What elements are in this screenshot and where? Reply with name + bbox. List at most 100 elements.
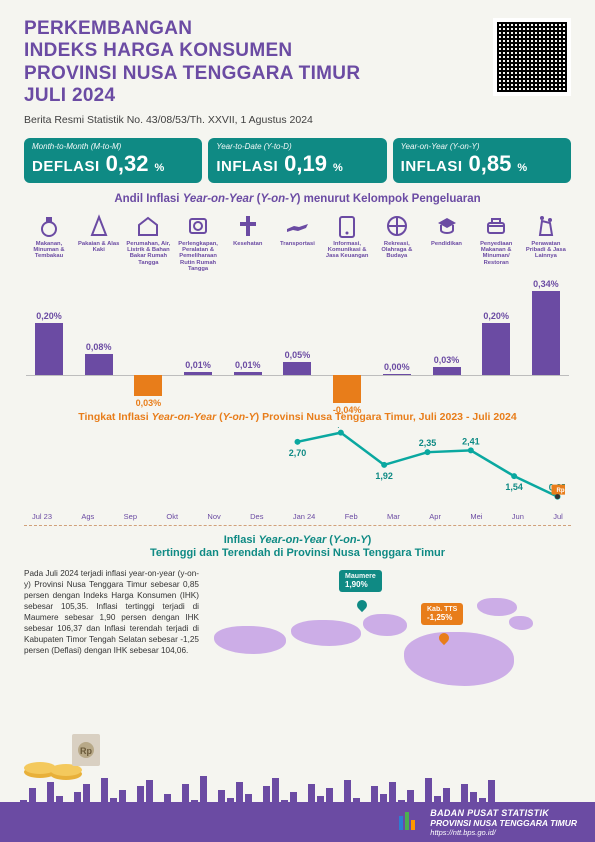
x-label: Okt	[166, 512, 178, 521]
category-label: Transportasi	[274, 241, 320, 247]
bar-slot: 0,03%	[125, 279, 171, 375]
category-icon	[483, 213, 509, 239]
footer-text: BADAN PUSAT STATISTIK PROVINSI NUSA TENG…	[430, 808, 577, 837]
category-icon	[36, 213, 62, 239]
title-block: PERKEMBANGAN INDEKS HARGA KONSUMEN PROVI…	[24, 18, 360, 126]
t: ) Provinsi Nusa Tenggara Timur, Juli 202…	[256, 411, 517, 423]
map: Maumere1,90% Kab. TTS-1,25%	[209, 568, 571, 703]
bar-value-label: 0,01%	[235, 360, 261, 370]
svg-text:1,54: 1,54	[505, 482, 523, 492]
category-icon	[235, 213, 261, 239]
bar-chart: 0,20% 0,08% 0,03% 0,01% 0,01% 0,05% -0,0…	[26, 279, 569, 407]
bar-slot: 0,03%	[424, 279, 470, 375]
map-tag-value: -1,25%	[427, 613, 452, 622]
category: Perlengkapan, Peralatan & Pemeliharaan R…	[175, 213, 221, 273]
x-label: Jun	[512, 512, 524, 521]
summary-paragraph: Pada Juli 2024 terjadi inflasi year-on-y…	[24, 568, 199, 703]
bar-value-label: 0,00%	[384, 362, 410, 372]
pill-value: 0,19	[284, 151, 327, 177]
map-tag-place: Kab. TTS	[427, 606, 457, 613]
t: )	[368, 534, 372, 546]
map-section-title: Inflasi Year-on-Year (Y-on-Y) Tertinggi …	[24, 534, 571, 560]
pill-kind: INFLASI	[216, 158, 278, 175]
x-label: Mar	[387, 512, 400, 521]
x-label: Feb	[345, 512, 358, 521]
bar-value-label: 0,03%	[136, 398, 162, 408]
subtitle: Berita Resmi Statistik No. 43/08/53/Th. …	[24, 114, 360, 126]
t: Tingkat Inflasi	[78, 411, 151, 423]
t: Year-on-Year	[259, 534, 327, 546]
line-chart: 2,703,011,922,352,411,540,85 Rp Jul 23Ag…	[30, 427, 565, 517]
x-label: Jul	[553, 512, 563, 521]
category-label: Perlengkapan, Peralatan & Pemeliharaan R…	[175, 241, 221, 273]
category: Rekreasi, Olahraga & Budaya	[374, 213, 420, 273]
stat-pill: Month-to-Month (M-to-M) DEFLASI 0,32%	[24, 138, 202, 183]
category-icon	[384, 213, 410, 239]
category-label: Pakaian & Alas Kaki	[76, 241, 122, 254]
header: PERKEMBANGAN INDEKS HARGA KONSUMEN PROVI…	[24, 18, 571, 126]
category: Informasi, Komunikasi & Jasa Keuangan	[324, 213, 370, 273]
category-label: Pendidikan	[424, 241, 470, 247]
category-label: Kesehatan	[225, 241, 271, 247]
map-pin-icon	[355, 598, 369, 612]
line-svg: 2,703,011,922,352,411,540,85 Rp	[30, 427, 565, 507]
bar	[283, 362, 311, 375]
category-icon	[185, 213, 211, 239]
island-shape	[404, 632, 514, 686]
bar-value-label: 0,08%	[86, 342, 112, 352]
category: Pakaian & Alas Kaki	[76, 213, 122, 273]
category-icon	[434, 213, 460, 239]
category: Pendidikan	[424, 213, 470, 273]
category: Makanan, Minuman & Tembakau	[26, 213, 72, 273]
t: ) menurut Kelompok Pengeluaran	[297, 193, 481, 205]
bar-slot: 0,00%	[374, 279, 420, 375]
bps-logo-icon	[396, 810, 420, 834]
island-shape	[509, 616, 533, 630]
bar	[333, 375, 361, 403]
footer: BADAN PUSAT STATISTIK PROVINSI NUSA TENG…	[0, 802, 595, 842]
map-area: Pada Juli 2024 terjadi inflasi year-on-y…	[24, 568, 571, 703]
bar-value-label: 0,34%	[533, 279, 559, 289]
category-label: Penyediaan Makanan & Minuman/ Restoran	[473, 241, 519, 267]
t: Inflasi	[224, 534, 259, 546]
stat-pill: Year-to-Date (Y-to-D) INFLASI 0,19%	[208, 138, 386, 183]
bar-value-label: -0,04%	[333, 405, 362, 415]
category-icon	[284, 213, 310, 239]
bar	[134, 375, 162, 396]
page: PERKEMBANGAN INDEKS HARGA KONSUMEN PROVI…	[0, 0, 595, 842]
title: PERKEMBANGAN INDEKS HARGA KONSUMEN PROVI…	[24, 18, 360, 108]
island-shape	[477, 598, 517, 616]
bar-value-label: 0,01%	[185, 360, 211, 370]
svg-text:Rp: Rp	[80, 746, 92, 756]
t: Year-on-Year	[183, 193, 254, 205]
category-label: Rekreasi, Olahraga & Budaya	[374, 241, 420, 260]
category-label: Perumahan, Air, Listrik & Bahan Bakar Ru…	[125, 241, 171, 267]
x-label: Apr	[429, 512, 441, 521]
t: Y-on-Y	[223, 411, 256, 423]
bar	[35, 323, 63, 375]
category-label: Informasi, Komunikasi & Jasa Keuangan	[324, 241, 370, 260]
category-label: Makanan, Minuman & Tembakau	[26, 241, 72, 260]
x-label: Ags	[81, 512, 94, 521]
qr-code	[493, 18, 571, 96]
category-icon	[533, 213, 559, 239]
category: Perawatan Pribadi & Jasa Lainnya	[523, 213, 569, 273]
bar-slot: 0,08%	[76, 279, 122, 375]
x-label: Sep	[124, 512, 137, 521]
bar-slot: 0,05%	[274, 279, 320, 375]
svg-text:Rp: Rp	[557, 488, 565, 494]
t: Year-on-Year	[152, 411, 217, 423]
category-icon	[135, 213, 161, 239]
bar-slot: 0,20%	[473, 279, 519, 375]
bar	[532, 291, 560, 375]
bar-value-label: 0,20%	[36, 311, 62, 321]
bar-section-title: Andil Inflasi Year-on-Year (Y-on-Y) menu…	[24, 193, 571, 205]
title-l1: PERKEMBANGAN	[24, 18, 192, 39]
footer-url: https://ntt.bps.go.id/	[430, 828, 577, 837]
bar	[482, 323, 510, 375]
bars-container: 0,20% 0,08% 0,03% 0,01% 0,01% 0,05% -0,0…	[26, 279, 569, 407]
x-axis-labels: Jul 23AgsSepOktNovDesJan 24FebMarAprMeiJ…	[30, 512, 565, 521]
bar	[85, 354, 113, 375]
svg-text:2,41: 2,41	[462, 436, 480, 446]
map-tag: Maumere1,90%	[339, 570, 382, 592]
